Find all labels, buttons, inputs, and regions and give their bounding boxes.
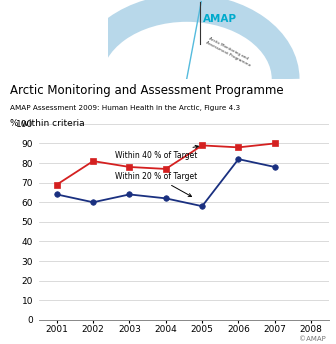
Text: Within 20 % of Target: Within 20 % of Target [115, 172, 197, 196]
Text: Arctic Monitoring and
Assessment Programme: Arctic Monitoring and Assessment Program… [205, 36, 254, 67]
Text: ©AMAP: ©AMAP [299, 336, 326, 342]
Text: Arctic Monitoring and Assessment Programme: Arctic Monitoring and Assessment Program… [10, 84, 284, 97]
Text: Within 40 % of Target: Within 40 % of Target [115, 146, 198, 160]
Text: % within criteria: % within criteria [10, 119, 85, 128]
Text: AMAP: AMAP [203, 14, 237, 24]
Text: AMAP Assessment 2009: Human Health in the Arctic, Figure 4.3: AMAP Assessment 2009: Human Health in th… [10, 105, 240, 111]
